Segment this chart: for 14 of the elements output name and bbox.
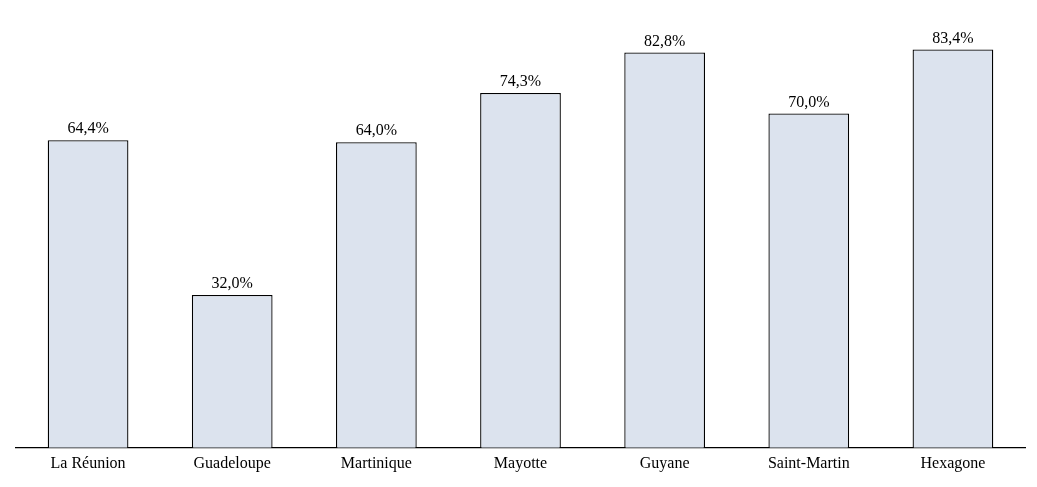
x-tick-label: Martinique (340, 453, 412, 472)
x-tick-label: Saint-Martin (767, 453, 850, 471)
data-label: 70,0% (788, 92, 830, 110)
x-tick-label: Guadeloupe (193, 453, 271, 472)
data-label: 82,8% (643, 31, 686, 49)
data-label: 83,4% (932, 28, 974, 46)
data-label: 64,0% (355, 121, 398, 139)
x-tick-label: Mayotte (493, 453, 548, 472)
data-label: 74,3% (499, 72, 542, 90)
x-tick-label: La Réunion (50, 453, 126, 471)
x-tick-label: Guyane (639, 453, 690, 472)
data-label: 64,4% (67, 119, 109, 137)
data-label: 32,0% (211, 274, 253, 292)
x-tick-label: Hexagone (920, 453, 986, 472)
